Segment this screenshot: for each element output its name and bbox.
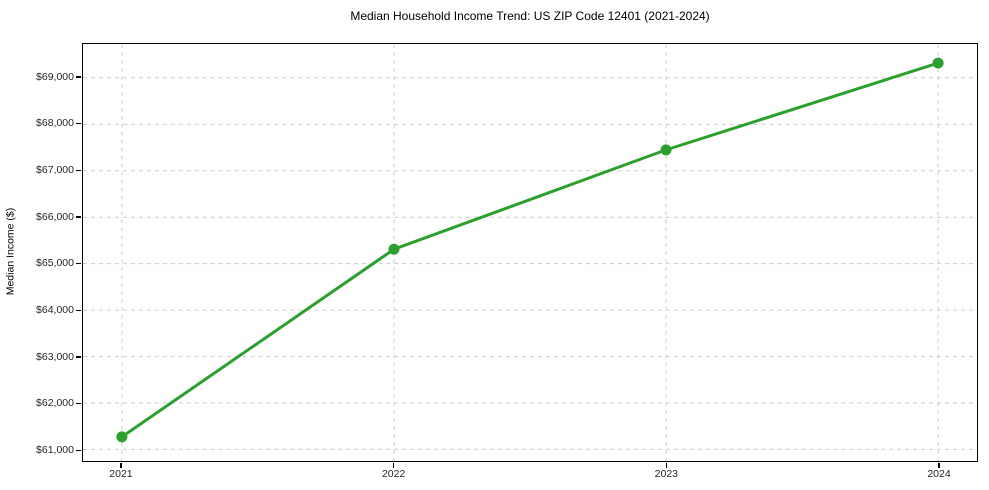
trend-line [120, 61, 940, 439]
y-tick-label: $64,000 [36, 303, 74, 316]
y-tick-mark [76, 402, 81, 405]
data-point-2023 [660, 144, 672, 156]
x-tick-label: 2021 [109, 468, 133, 480]
x-tick-mark [938, 462, 940, 468]
x-tick-mark [665, 462, 668, 468]
y-tick-label: $68,000 [36, 117, 74, 130]
y-tick-label: $66,000 [36, 210, 74, 223]
y-tick-mark [76, 309, 81, 312]
y-tick-mark [76, 356, 81, 358]
y-tick-mark [76, 449, 81, 452]
y-axis-label: Median Income ($) [4, 207, 17, 296]
y-tick-mark [76, 169, 81, 172]
data-point-2022 [388, 243, 400, 255]
x-tick-mark [120, 462, 122, 468]
y-tick-label: $65,000 [36, 257, 74, 270]
x-tick-label: 2024 [927, 468, 951, 480]
y-tick-label: $63,000 [36, 350, 74, 363]
y-tick-label: $69,000 [36, 70, 74, 83]
y-tick-mark [76, 122, 81, 125]
x-tick-label: 2023 [654, 468, 678, 480]
x-tick-mark [392, 462, 395, 468]
y-tick-label: $62,000 [36, 397, 74, 410]
y-tick-mark [76, 216, 81, 218]
plot-svg [83, 44, 977, 461]
plot-area [82, 43, 978, 462]
y-tick-label: $61,000 [36, 443, 74, 456]
x-tick-label: 2022 [381, 468, 406, 480]
data-point-2024 [932, 57, 944, 69]
chart-title: Median Household Income Trend: US ZIP Co… [350, 9, 710, 23]
y-tick-mark [76, 262, 81, 265]
y-tick-label: $67,000 [36, 163, 74, 176]
data-point-2021 [116, 431, 128, 443]
y-tick-mark [76, 76, 81, 78]
